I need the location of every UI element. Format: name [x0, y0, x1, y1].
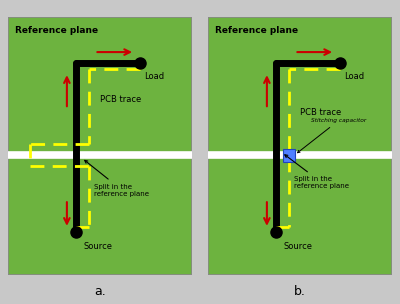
- Text: Stitching capacitor: Stitching capacitor: [298, 118, 366, 153]
- Text: Source: Source: [84, 242, 112, 250]
- Bar: [282, 149, 295, 161]
- Text: Split in the
reference plane: Split in the reference plane: [85, 161, 150, 197]
- Text: Split in the
reference plane: Split in the reference plane: [285, 155, 350, 189]
- Text: Load: Load: [344, 72, 364, 81]
- Text: Load: Load: [144, 72, 164, 81]
- Text: PCB trace: PCB trace: [300, 108, 341, 117]
- Text: Reference plane: Reference plane: [215, 26, 298, 35]
- Text: Source: Source: [284, 242, 312, 250]
- Text: PCB trace: PCB trace: [100, 95, 141, 104]
- Text: a.: a.: [94, 285, 106, 298]
- Text: b.: b.: [294, 285, 306, 298]
- Text: Reference plane: Reference plane: [15, 26, 98, 35]
